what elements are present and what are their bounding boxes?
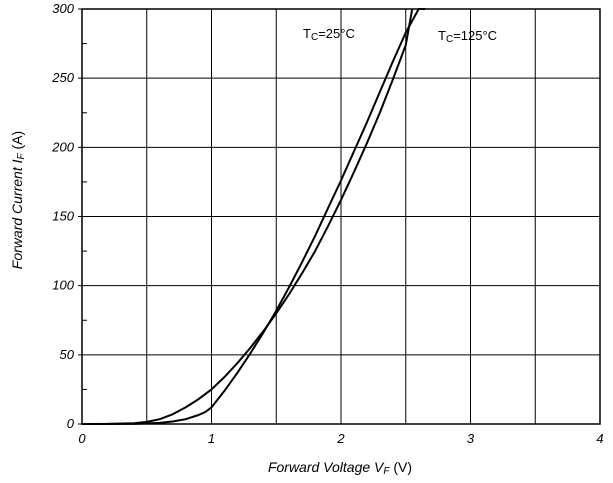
y-tick-label: 200: [51, 139, 74, 154]
legend-tc25-rest: =25°C: [318, 26, 355, 41]
x-tick-label: 2: [336, 431, 345, 446]
x-tick-label: 0: [78, 431, 86, 446]
y-tick-label: 250: [51, 70, 74, 85]
x-tick-labels: 0 1 2 3 4: [78, 431, 603, 446]
y-tick-label: 50: [60, 347, 75, 362]
x-tick-label: 1: [208, 431, 215, 446]
grid: [82, 9, 600, 424]
y-axis-label-unit: (A): [9, 131, 25, 154]
y-tick-label: 300: [52, 1, 74, 16]
x-tick-label: 4: [596, 431, 603, 446]
y-axis-label: Forward Current IF (A): [9, 131, 27, 269]
x-axis-label: Forward Voltage VF (V): [268, 459, 412, 477]
y-axis-label-sub: F: [16, 152, 27, 159]
plot-frame: [81, 8, 601, 425]
x-axis-label-main: Forward Voltage V: [268, 459, 385, 475]
curve-tc125: [81, 8, 426, 425]
legend-tc25-sub: C: [311, 32, 318, 43]
x-tick-label: 3: [467, 431, 475, 446]
legend-tc25-main: T: [303, 26, 311, 41]
curves: [81, 8, 426, 425]
legend-tc125: TC=125°C: [438, 28, 497, 45]
y-tick-label: 150: [52, 209, 74, 224]
legend-tc125-sub: C: [446, 34, 453, 45]
legend-tc25: TC=25°C: [303, 26, 355, 43]
y-tick-labels: 0 50 100 150 200 250 300: [51, 1, 74, 431]
y-axis-label-main: Forward Current I: [9, 159, 25, 269]
legend-tc125-rest: =125°C: [453, 28, 497, 43]
y-tick-label: 0: [67, 416, 75, 431]
x-axis-label-sub: F: [383, 466, 390, 477]
legend-tc125-main: T: [438, 28, 446, 43]
x-axis-label-unit: (V): [389, 459, 412, 475]
y-tick-label: 100: [52, 278, 74, 293]
